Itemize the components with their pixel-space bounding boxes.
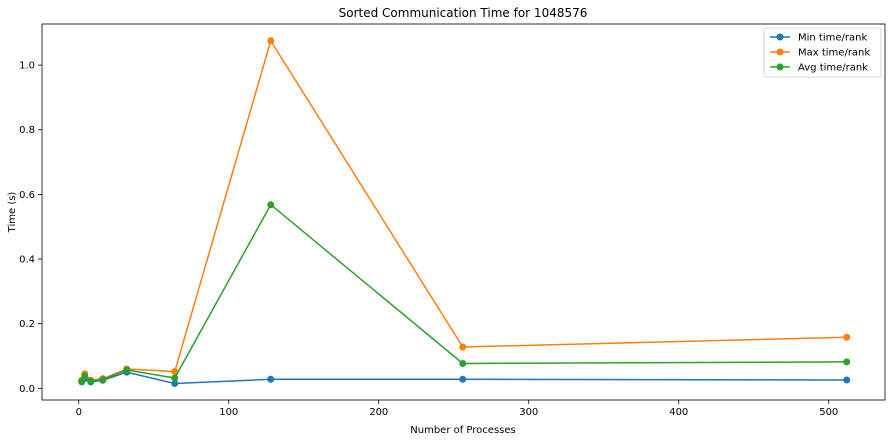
- data-point: [99, 376, 107, 384]
- x-tick-label: 100: [219, 407, 238, 418]
- chart-title: Sorted Communication Time for 1048576: [339, 6, 588, 20]
- y-tick-label: 0.0: [19, 384, 35, 395]
- y-tick-label: 1.0: [19, 61, 35, 72]
- data-point: [81, 372, 89, 380]
- legend: Min time/rank Max time/rank Avg time/rank: [763, 27, 882, 78]
- data-point: [267, 37, 275, 45]
- data-point: [171, 374, 179, 382]
- data-point: [87, 377, 95, 385]
- y-axis-label: Time (s): [7, 192, 18, 234]
- legend-label: Max time/rank: [798, 48, 870, 59]
- x-axis: 0 100 200 300 400 500: [76, 400, 838, 418]
- y-tick-label: 0.2: [19, 319, 35, 330]
- legend-label: Avg time/rank: [798, 63, 868, 74]
- y-tick-label: 0.6: [19, 190, 35, 201]
- data-point: [459, 375, 467, 383]
- data-point: [459, 359, 467, 367]
- x-tick-label: 300: [519, 407, 538, 418]
- x-axis-label: Number of Processes: [410, 425, 515, 436]
- data-point: [123, 366, 131, 374]
- data-point: [267, 375, 275, 383]
- legend-box: [763, 27, 882, 78]
- data-point: [843, 358, 851, 366]
- legend-swatch-marker: [776, 48, 784, 56]
- data-point: [843, 376, 851, 384]
- plot-area: [78, 37, 851, 388]
- x-tick-label: 500: [819, 407, 838, 418]
- axes-frame: [41, 23, 886, 401]
- y-tick-label: 0.8: [19, 125, 35, 136]
- x-tick-label: 400: [669, 407, 688, 418]
- legend-swatch-marker: [776, 33, 784, 41]
- data-point: [267, 201, 275, 209]
- data-point: [78, 377, 86, 385]
- y-axis: 0.0 0.2 0.4 0.6 0.8 1.0: [19, 61, 42, 395]
- data-point: [171, 380, 179, 388]
- data-point: [843, 333, 851, 341]
- data-point: [459, 343, 467, 351]
- y-tick-label: 0.4: [19, 255, 35, 266]
- x-tick-label: 0: [76, 407, 82, 418]
- legend-swatch-marker: [776, 63, 784, 71]
- legend-label: Min time/rank: [798, 33, 867, 44]
- x-tick-label: 200: [369, 407, 388, 418]
- data-point: [171, 368, 179, 376]
